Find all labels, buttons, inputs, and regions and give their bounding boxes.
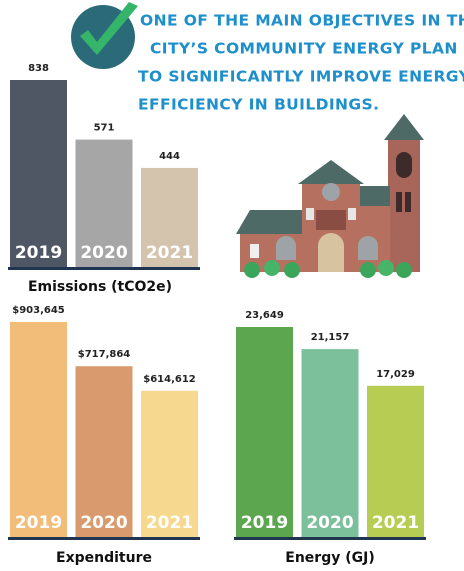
page: {"headline": ["ONE OF THE MAIN OBJECTIVE… — [0, 0, 464, 571]
category-label: 2020 — [80, 243, 127, 263]
chart-title: Energy (GJ) — [285, 550, 374, 566]
category-label: 2019 — [15, 513, 62, 533]
category-label: 2019 — [15, 243, 62, 263]
value-label: 21,157 — [311, 332, 350, 343]
headline: TO SIGNIFICANTLY IMPROVE ENERGY — [138, 68, 464, 86]
bar — [10, 80, 67, 267]
category-label: 2021 — [372, 513, 419, 533]
value-label: 838 — [28, 63, 49, 74]
category-label: 2020 — [306, 513, 353, 533]
value-label: 23,649 — [245, 310, 284, 321]
check-icon — [71, 2, 138, 69]
chart-title: Expenditure — [56, 550, 152, 566]
category-label: 2021 — [146, 243, 193, 263]
value-label: $614,612 — [143, 374, 196, 385]
category-label: 2020 — [80, 513, 127, 533]
headline: ONE OF THE MAIN OBJECTIVES IN THE — [140, 12, 464, 30]
bar — [10, 322, 67, 537]
value-label: 571 — [94, 123, 115, 134]
value-label: $717,864 — [78, 349, 131, 360]
value-label: $903,645 — [12, 305, 65, 316]
category-label: 2021 — [146, 513, 193, 533]
bar — [76, 366, 133, 537]
headline: CITY’S COMMUNITY ENERGY PLAN IS — [150, 40, 464, 58]
value-label: 17,029 — [376, 369, 415, 380]
infographic: ONE OF THE MAIN OBJECTIVES IN THE CITY’S… — [0, 0, 464, 571]
category-label: 2019 — [241, 513, 288, 533]
headline: EFFICIENCY IN BUILDINGS. — [138, 96, 379, 114]
value-label: 444 — [159, 151, 180, 162]
building-illustration — [236, 114, 424, 278]
bar — [236, 327, 293, 537]
bar — [302, 349, 359, 537]
chart-title: Emissions (tCO2e) — [28, 279, 172, 295]
